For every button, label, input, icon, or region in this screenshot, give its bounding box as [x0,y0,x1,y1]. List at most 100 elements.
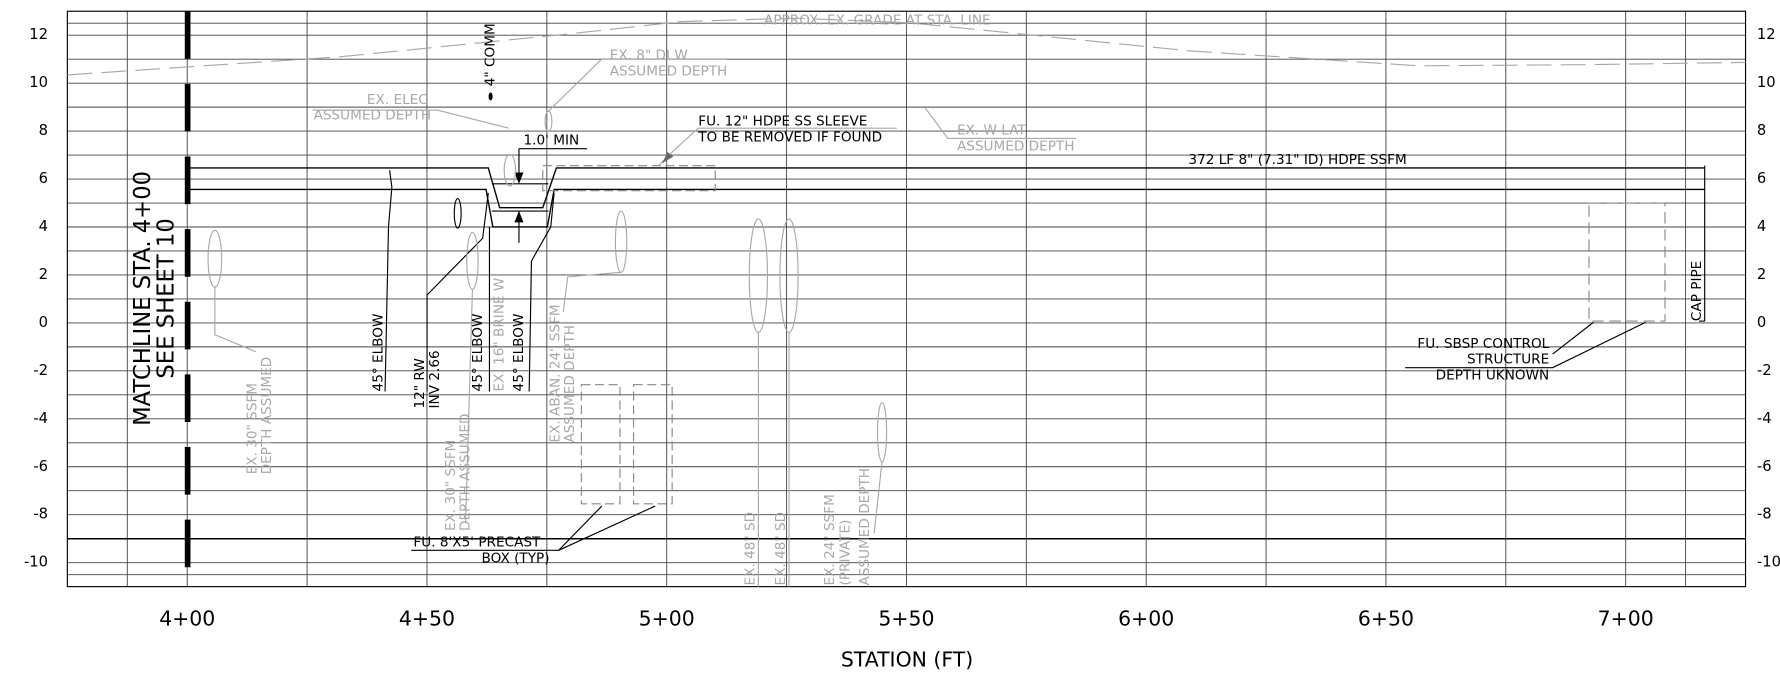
arrow [661,152,674,164]
y-tick-label: -8 [1757,506,1772,523]
annotation: 1.0' MIN [523,133,579,149]
leader [873,461,883,534]
annotation: EX. ELEC [367,92,428,108]
annotation: TO BE REMOVED IF FOUND [697,129,882,145]
annotation: 45° ELBOW [370,313,386,391]
leader [1405,321,1646,369]
sleeve [542,165,716,192]
annotation: ASSUMED DEPTH [957,138,1075,154]
matchline-label: SEE SHEET 10 [154,218,180,378]
y-tick-label: 12 [29,26,48,43]
y-tick-label: 8 [39,122,48,139]
y-tick-label: -4 [1757,410,1772,427]
elbow-leader [528,192,555,392]
annotation: ASSUMED DEPTH [562,325,578,443]
annotation: FU. 8'X5' PRECAST [413,534,541,550]
annotation: APPROX. EX. GRADE AT STA. LINE [764,12,991,28]
leader [312,109,509,129]
y-tick-label: 2 [1757,266,1766,283]
annotation: 45° ELBOW [470,313,486,391]
existing-pipe [779,218,799,334]
annotation: DEPTH ASSUMED [259,357,275,475]
leader [411,505,603,551]
annotation: INV 2.66 [427,350,443,408]
comm-pipe [488,92,493,101]
annotation: EX. 48" SD [773,512,789,586]
existing-pipe [544,110,553,133]
x-tick-label: 4+00 [159,607,215,631]
leader [548,58,727,112]
annotation: 372 LF 8" (7.31" ID) HDPE SSFM [1188,152,1406,168]
frame [66,10,1747,588]
annotation: BOX (TYP) [482,550,550,566]
existing-pipe [614,210,628,273]
annotation: DEPTH ASSUMED [458,413,474,531]
annotation: DEPTH UKNOWN [1436,368,1550,384]
y-tick-label: -10 [24,554,48,571]
x-tick-label: 7+00 [1598,607,1654,631]
annotation: EX. 8" DI W [610,48,689,64]
rw-leader [426,192,489,392]
rw-pipe [453,198,462,229]
y-tick-label: 0 [39,314,48,331]
control-structure [1588,202,1666,322]
y-tick-label: -6 [1757,458,1772,475]
pipe-top [187,167,1705,209]
existing-pipe [748,218,769,334]
x-tick-label: 5+00 [639,607,695,631]
annotation: EX. 16" BRINE W [492,277,508,391]
y-tick-label: -2 [1757,362,1772,379]
grid [67,11,1746,587]
annotation: EX. 24" SSFM [822,494,838,585]
annotation: EX. 30" SSFM [443,440,459,531]
annotation: EX. 48" SD [742,512,758,586]
existing-pipe [876,402,888,463]
annotation: FU. SBSP CONTROL [1417,336,1549,352]
annotation: (PRIVATE) [838,520,854,586]
annotation: CAP PIPE [1689,261,1705,321]
x-tick-label: 5+50 [878,607,934,631]
y-tick-label: 4 [39,218,48,235]
arrow [514,172,524,184]
pipe-bottom [187,188,1705,228]
existing-pipe [207,229,223,288]
y-tick-label: 6 [1757,170,1766,187]
leader [558,505,656,551]
matchline-label: MATCHLINE STA. 4+00 [130,171,156,426]
x-axis-label: STATION (FT) [841,647,973,671]
y-tick-label: 10 [29,74,48,91]
x-tick-label: 6+00 [1118,607,1174,631]
annotation: FU. 12" HDPE SS SLEEVE [698,113,867,129]
annotation: 12" RW [412,358,428,409]
y-tick-label: -8 [33,506,48,523]
y-tick-label: 4 [1757,218,1766,235]
precast-box [580,384,621,505]
x-tick-label: 4+50 [399,607,455,631]
leader [924,107,1077,139]
existing-grade [67,17,1746,76]
y-tick-label: -2 [33,362,48,379]
elbow-leader [384,170,393,392]
leader [465,289,474,522]
annotation: EX. ABAN. 24" SSFM [547,304,563,442]
y-tick-label: 0 [1757,314,1766,331]
y-tick-label: 12 [1757,26,1776,43]
y-tick-label: -10 [1757,554,1780,571]
existing-pipe [466,232,479,290]
x-tick-label: 6+50 [1358,607,1414,631]
y-tick-label: -6 [33,458,48,475]
annotation: ASSUMED DEPTH [610,63,728,79]
annotation: ASSUMED DEPTH [314,108,432,124]
y-tick-label: 2 [39,266,48,283]
leader [214,287,256,353]
y-tick-label: 8 [1757,122,1766,139]
annotation: 45° ELBOW [511,313,527,391]
y-tick-label: 6 [39,170,48,187]
annotation: ASSUMED DEPTH [857,468,873,586]
leader [1552,321,1594,355]
annotation: 4" COMM [483,23,499,86]
precast-box [632,384,673,505]
y-tick-label: -4 [33,410,48,427]
annotation: EX. W LAT [957,122,1027,138]
y-tick-label: 10 [1757,74,1776,91]
